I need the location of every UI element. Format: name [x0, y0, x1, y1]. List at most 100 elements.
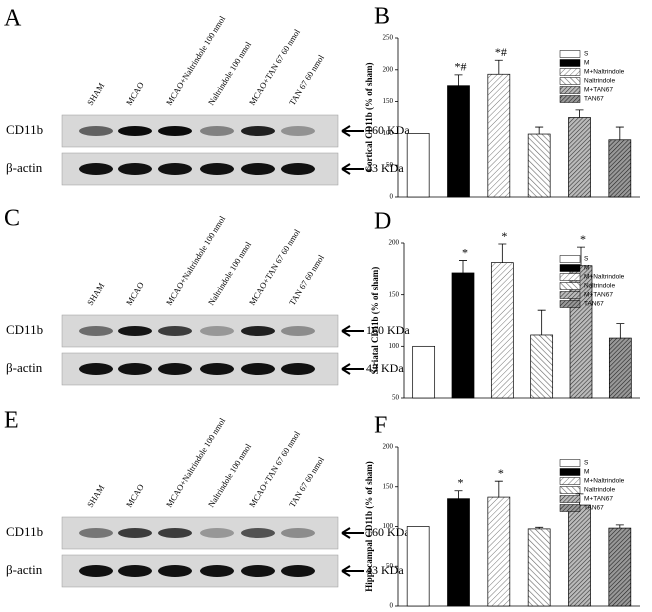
y-tick-label: 200 [383, 65, 394, 73]
blot-band [158, 363, 192, 375]
bar [487, 496, 511, 607]
lane-label: MCAO [124, 482, 146, 509]
significance-label: *# [455, 60, 467, 74]
panel-letter: D [374, 209, 391, 235]
size-label: 160 KDa [366, 525, 410, 539]
bar [447, 498, 470, 607]
blot-band [79, 126, 113, 136]
blot-band [200, 528, 234, 538]
legend-swatch [559, 95, 581, 103]
blot-band [79, 163, 113, 175]
y-tick-label: 150 [383, 482, 394, 490]
legend-swatch [559, 68, 581, 76]
error-bar [535, 126, 544, 135]
y-tick-label: 200 [383, 443, 394, 451]
lane-label: TAN 67 60 nmol [287, 252, 326, 307]
bar [527, 528, 551, 607]
blot-band [281, 326, 315, 336]
y-tick-label: 100 [383, 129, 394, 137]
blot-band [118, 528, 152, 538]
blot-band [79, 326, 113, 336]
y-tick-label: 50 [386, 562, 394, 570]
bar [412, 345, 436, 399]
significance-label: * [498, 466, 504, 480]
blot-band [158, 163, 192, 175]
size-label: 43 KDa [366, 161, 404, 175]
y-axis-title: Cortical CD11b (% of sham) [364, 63, 374, 173]
blot-band [241, 163, 275, 175]
legend-label: M+TAN67 [584, 292, 613, 299]
y-tick-label: 250 [383, 34, 394, 42]
bar [451, 272, 475, 399]
legend-swatch [559, 86, 581, 94]
bar [527, 133, 551, 198]
legend-swatch [559, 50, 581, 58]
legend-swatch [559, 477, 581, 485]
legend-label: M [584, 60, 589, 67]
significance-label: * [458, 475, 464, 489]
row-label: β-actin [6, 160, 43, 175]
lane-label: SHAM [85, 81, 107, 108]
legend-label: M+TAN67 [584, 496, 613, 503]
blot-band [241, 326, 275, 336]
legend-label: Naltrindole [584, 283, 615, 290]
blot-band [200, 326, 234, 336]
legend-swatch [559, 459, 581, 467]
blot-band [200, 363, 234, 375]
row-label: CD11b [6, 122, 43, 137]
y-axis-title: Striatal CD11b (% of sham) [370, 267, 380, 375]
legend-label: M+Naltrindole [584, 69, 625, 76]
legend-label: M+TAN67 [584, 87, 613, 94]
lane-label: SHAM [85, 483, 107, 510]
bar [406, 526, 430, 607]
size-label: 43 KDa [366, 361, 404, 375]
error-bar [616, 323, 625, 339]
legend-swatch [559, 282, 581, 290]
blot-band [281, 565, 315, 577]
significance-label: * [462, 245, 468, 259]
row-label: CD11b [6, 322, 43, 337]
legend-swatch [559, 504, 581, 512]
panel-letter: A [4, 6, 22, 32]
error-bar [494, 480, 503, 498]
legend-label: TAN67 [584, 505, 604, 512]
bar [608, 527, 632, 607]
legend-swatch [559, 495, 581, 503]
legend-swatch [559, 77, 581, 85]
error-bar [615, 126, 624, 140]
blot-band [200, 565, 234, 577]
legend-label: Naltrindole [584, 78, 615, 85]
legend-label: S [584, 256, 589, 263]
legend-label: Naltrindole [584, 487, 615, 494]
panel-letter: F [374, 413, 387, 439]
blot-band [118, 363, 152, 375]
legend-label: M [584, 265, 589, 272]
legend-swatch [559, 291, 581, 299]
error-bar [575, 109, 584, 118]
blot-band [281, 363, 315, 375]
legend-label: TAN67 [584, 301, 604, 308]
blot-band [158, 565, 192, 577]
significance-label: * [580, 232, 586, 246]
size-label: 160 KDa [366, 323, 410, 337]
blot-band [281, 163, 315, 175]
legend-label: M+Naltrindole [584, 274, 625, 281]
legend-label: S [584, 460, 589, 467]
row-label: CD11b [6, 524, 43, 539]
legend-swatch [559, 255, 581, 263]
blot-strip [61, 516, 339, 550]
y-axis-title: Hippocampal CD11b (% of sham) [364, 461, 374, 592]
error-bar [498, 243, 507, 263]
significance-label: * [501, 229, 507, 243]
blot-band [118, 126, 152, 136]
bar [487, 73, 511, 198]
panel-letter: C [4, 206, 20, 232]
legend-swatch [559, 468, 581, 476]
row-label: β-actin [6, 360, 43, 375]
blot-band [241, 126, 275, 136]
panel-letter: B [374, 4, 390, 30]
blot-band [158, 326, 192, 336]
panel-letter: E [4, 408, 19, 434]
y-tick-label: 0 [390, 602, 394, 610]
